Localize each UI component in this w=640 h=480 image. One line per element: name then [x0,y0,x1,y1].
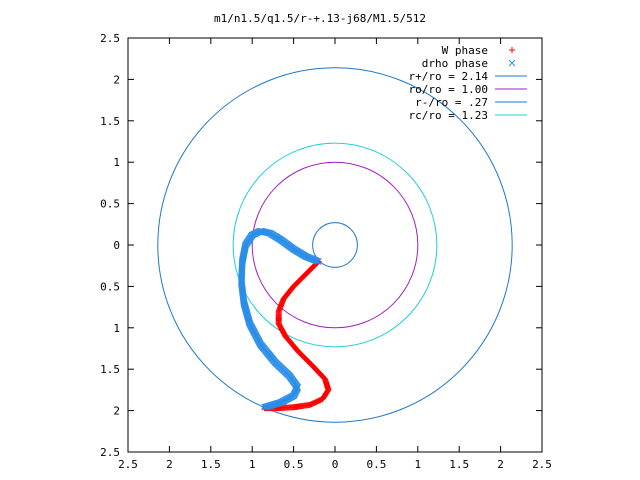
y-tick-label: 2.5 [100,32,120,45]
series-layer [238,227,332,412]
legend-label: r+/ro = 2.14 [409,70,489,83]
x-tick-label: 2 [166,458,173,471]
legend-label: ro/ro = 1.00 [409,83,488,96]
y-tick-label: 1.5 [100,363,120,376]
x-tick-label: 0.5 [284,458,304,471]
x-tick-label: 1.5 [201,458,221,471]
y-tick-label: 0.5 [100,198,120,211]
x-tick-label: 1 [414,458,421,471]
chart-title: m1/n1.5/q1.5/r-+.13-j68/M1.5/512 [214,12,426,25]
y-tick-label: 0.5 [100,280,120,293]
legend-label: r-/ro = .27 [415,96,488,109]
y-tick-label: 2 [113,405,120,418]
y-tick-label: 1 [113,322,120,335]
x-tick-label: 2.5 [532,458,552,471]
circles-layer [157,67,513,423]
x-tick-label: 2.5 [118,458,138,471]
x-tick-label: 1 [249,458,256,471]
x-tick-label: 0.5 [366,458,386,471]
y-tick-label: 1.5 [100,115,120,128]
y-tick-label: 2.5 [100,446,120,459]
axes-layer: 2.5 2 1.5 1 0.5 0 0.5 1 1.5 2 2.52.521.510.500.511… [100,32,552,471]
x-tick-label: 0 [332,458,339,471]
series-drho-phase [238,227,322,411]
legend-marker [508,59,516,67]
circle-0.27 [312,222,358,268]
legend-label: W phase [442,44,488,57]
legend-label: drho phase [422,57,488,70]
legend-label: rc/ro = 1.23 [409,109,488,122]
x-tick-label: 2 [497,458,504,471]
x-tick-label: 1.5 [449,458,469,471]
data-point [261,403,268,411]
circle-2.14 [157,67,513,423]
y-tick-label: 2 [113,73,120,86]
circle-1.23 [232,142,438,348]
y-tick-label: 1 [113,156,120,169]
legend-marker [509,47,515,53]
y-tick-label: 0 [113,239,120,252]
circle-1 [251,161,419,329]
